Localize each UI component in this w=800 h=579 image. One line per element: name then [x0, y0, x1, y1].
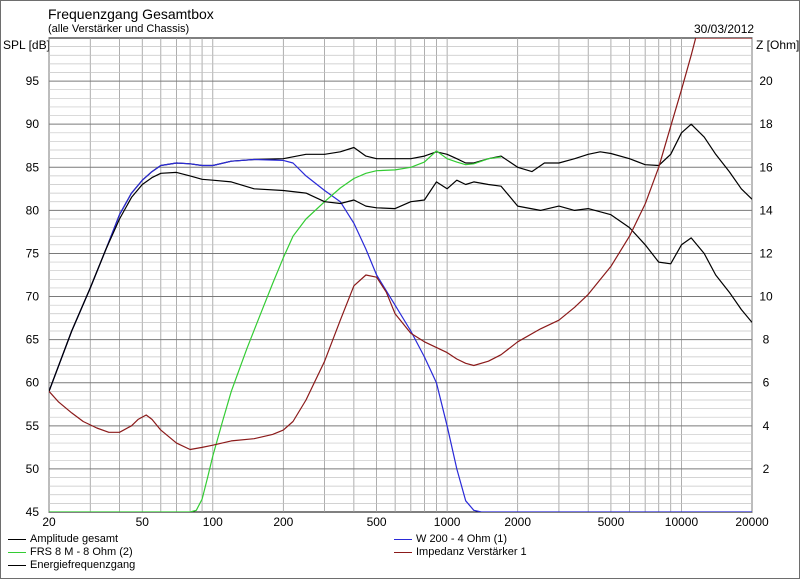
y-tick-label: 90 [26, 117, 40, 131]
y2-tick-label: 14 [759, 203, 773, 217]
grid [48, 37, 753, 513]
x-tick-label: 200 [273, 515, 293, 529]
x-tick-label: 50 [136, 515, 150, 529]
legend-swatch [8, 551, 26, 553]
legend-item: FRS 8 M - 8 Ohm (2) [8, 546, 133, 558]
x-tick-label: 10000 [665, 515, 699, 529]
y-tick-label: 60 [26, 376, 40, 390]
x-tick-label: 20 [42, 515, 56, 529]
y2-tick-label: 18 [759, 117, 773, 131]
x-tick-label: 1000 [434, 515, 461, 529]
x-tick-label: 20000 [735, 515, 769, 529]
legend-item: W 200 - 4 Ohm (1) [394, 533, 507, 545]
legend-label: FRS 8 M - 8 Ohm (2) [30, 546, 133, 558]
y-tick-label: 55 [26, 419, 40, 433]
legend-label: Energiefrequenzgang [30, 559, 136, 571]
legend-swatch [394, 551, 412, 553]
y2-tick-label: 20 [759, 74, 773, 88]
y-axis-label-right: Z [Ohm] [756, 38, 800, 52]
x-tick-label: 100 [203, 515, 223, 529]
legend-item: Energiefrequenzgang [8, 559, 135, 571]
y-tick-label: 85 [26, 160, 40, 174]
y-tick-label: 50 [26, 462, 40, 476]
axis-tick-labels: 20 50 100 200 500 1000 2000 5000 10000 20000 45 50 5… [26, 74, 773, 529]
series-lines [49, 38, 752, 512]
y-tick-label: 65 [26, 333, 40, 347]
y2-tick-label: 10 [759, 290, 773, 304]
legend-label: Impedanz Verstärker 1 [416, 546, 527, 558]
y2-tick-label: 4 [763, 419, 770, 433]
chart-title: Frequenzgang Gesamtbox [48, 6, 214, 22]
y-tick-label: 95 [26, 74, 40, 88]
y2-tick-label: 12 [759, 246, 773, 260]
y-tick-label: 70 [26, 290, 40, 304]
legend-label: Amplitude gesamt [30, 533, 119, 545]
legend-item: Amplitude gesamt [8, 533, 118, 545]
plot-area [48, 37, 753, 513]
y-tick-label: 45 [26, 505, 40, 519]
legend-swatch [8, 564, 26, 566]
x-tick-label: 500 [367, 515, 387, 529]
x-tick-label: 5000 [598, 515, 625, 529]
y-tick-label: 75 [26, 246, 40, 260]
y2-tick-label: 2 [763, 462, 770, 476]
series-line-1 [49, 158, 752, 512]
y2-tick-label: 6 [763, 376, 770, 390]
legend-label: W 200 - 4 Ohm (1) [416, 533, 508, 545]
chart-subtitle: (alle Verstärker und Chassis) [48, 23, 190, 35]
series-line-4 [49, 38, 752, 451]
y-tick-label: 80 [26, 203, 40, 217]
legend-swatch [8, 538, 26, 540]
series-line-3 [49, 171, 752, 392]
legend-item: Impedanz Verstärker 1 [394, 546, 527, 558]
y-axis-label-left: SPL [dB] [3, 38, 50, 52]
y2-tick-label: 8 [763, 333, 770, 347]
chart-date: 30/03/2012 [694, 22, 755, 36]
legend-swatch [394, 538, 412, 540]
x-tick-label: 2000 [504, 515, 531, 529]
y2-tick-label: 16 [759, 160, 773, 174]
